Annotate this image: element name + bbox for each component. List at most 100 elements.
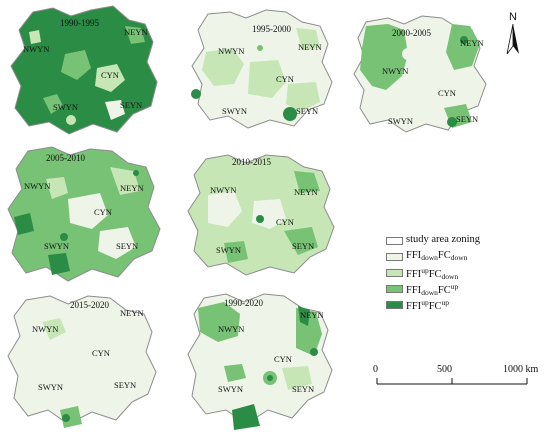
patch [62, 414, 70, 422]
map-panel-2000-2005: 2000-2005 NWYN NEYN CYN SWYN SEYN [348, 4, 498, 144]
region-label-seyn: SEYN [292, 241, 315, 251]
patch [14, 213, 34, 235]
legend-swatch [386, 269, 403, 277]
patch [29, 30, 41, 44]
map-panel-2005-2010: 2005-2010 NWYN NEYN CYN SWYN SEYN [4, 143, 174, 288]
patch [248, 60, 286, 98]
patch [232, 404, 260, 430]
region-label-seyn: SEYN [116, 241, 139, 251]
map-panel-2015-2020: 2015-2020 NWYN NEYN CYN SWYN SEYN [4, 288, 174, 436]
region-label-cyn: CYN [94, 207, 112, 217]
scale-label-1000: 1000 km [503, 364, 539, 375]
legend-label: FFIupFCdown [406, 266, 459, 281]
panel-title: 2000-2005 [392, 28, 431, 38]
region-label-seyn: SEYN [120, 100, 143, 110]
legend-item: FFIupFCdown [386, 266, 546, 281]
patch [113, 104, 121, 112]
patch [46, 177, 68, 199]
map-1990-1995 [10, 5, 158, 135]
legend-label: study area zoning [406, 234, 481, 245]
patch [294, 171, 320, 193]
patch [256, 215, 264, 223]
legend-item: study area zoning [386, 234, 546, 248]
patch [60, 406, 82, 428]
region-label-neyn: NEYN [124, 27, 148, 37]
patch [284, 227, 318, 255]
patch [133, 170, 139, 176]
legend-label: FFIupFCup [406, 298, 450, 312]
region-label-cyn: CYN [92, 348, 110, 358]
region-label-nwyn: NWYN [210, 185, 237, 195]
scale-label-0: 0 [373, 364, 378, 375]
patch [198, 302, 240, 342]
region-label-nwyn: NWYN [23, 44, 50, 54]
region-label-seyn: SEYN [114, 380, 137, 390]
panel-title: 1995-2000 [252, 24, 291, 34]
patch [447, 117, 457, 127]
patch [61, 50, 91, 80]
region-label-seyn: SEYN [292, 384, 315, 394]
legend-item: FFIdownFCup [386, 282, 546, 297]
patch [202, 48, 244, 86]
legend-label: FFIdownFCup [406, 282, 459, 297]
patch [42, 318, 66, 340]
region-label-swyn: SWYN [218, 384, 244, 394]
patch [257, 45, 263, 51]
region-label-swyn: SWYN [388, 116, 414, 126]
panel-title: 1990-2020 [224, 298, 263, 308]
region-label-swyn: SWYN [53, 102, 79, 112]
panel-title: 2010-2015 [232, 157, 271, 167]
legend-item: FFIdownFCdown [386, 250, 546, 264]
patch [446, 24, 480, 70]
patch [125, 26, 145, 44]
north-arrow-label: N [509, 11, 517, 23]
region-label-cyn: CYN [274, 354, 292, 364]
north-arrow-icon [506, 23, 519, 54]
region-label-swyn: SWYN [44, 241, 70, 251]
map-2010-2015 [187, 154, 335, 276]
map-2015-2020 [7, 295, 157, 428]
patch [95, 64, 125, 92]
panel-title: 2005-2010 [46, 153, 85, 163]
region-label-neyn: NEYN [298, 42, 322, 52]
patch [224, 364, 246, 382]
patch [191, 89, 201, 99]
region-label-neyn: NEYN [120, 183, 144, 193]
region-label-swyn: SWYN [222, 106, 248, 116]
scale-label-500: 500 [437, 364, 452, 375]
patch [360, 24, 408, 90]
patch [460, 36, 468, 44]
region-label-cyn: CYN [438, 88, 456, 98]
map-panel-1990-1995: 1990-1995 NWYN NEYN CYN SWYN SEYN [5, 2, 175, 142]
patch [310, 348, 318, 356]
region-label-cyn: CYN [101, 70, 119, 80]
patch [43, 94, 63, 114]
patch [296, 28, 320, 50]
region-label-nwyn: NWYN [24, 181, 51, 191]
region-label-neyn: NEYN [460, 38, 484, 48]
patch [298, 306, 310, 326]
patch [267, 375, 273, 381]
patch [283, 107, 297, 121]
patch [98, 227, 136, 259]
legend-item: FFIupFCup [386, 298, 546, 312]
patch [286, 82, 320, 112]
region-label-seyn: SEYN [296, 106, 319, 116]
patch [66, 115, 76, 125]
map-panel-2010-2015: 2010-2015 NWYN NEYN CYN SWYN SEYN [184, 147, 349, 282]
legend-label: FFIdownFCdown [406, 250, 468, 262]
legend-swatch [386, 285, 403, 293]
panel-title: 1990-1995 [60, 18, 99, 28]
map-2005-2010 [7, 146, 161, 282]
legend-swatch [386, 237, 403, 245]
region-label-cyn: CYN [276, 74, 294, 84]
map-1995-2000 [191, 9, 333, 129]
legend-swatch [386, 253, 403, 261]
patch [110, 167, 140, 195]
map-panel-1990-2020: 1990-2020 NWYN NEYN CYN SWYN SEYN [184, 286, 344, 436]
region-label-nwyn: NWYN [218, 324, 245, 334]
map-1990-2020 [187, 293, 333, 430]
patch [208, 191, 242, 227]
region-label-nwyn: NWYN [382, 66, 409, 76]
region-label-swyn: SWYN [38, 382, 64, 392]
